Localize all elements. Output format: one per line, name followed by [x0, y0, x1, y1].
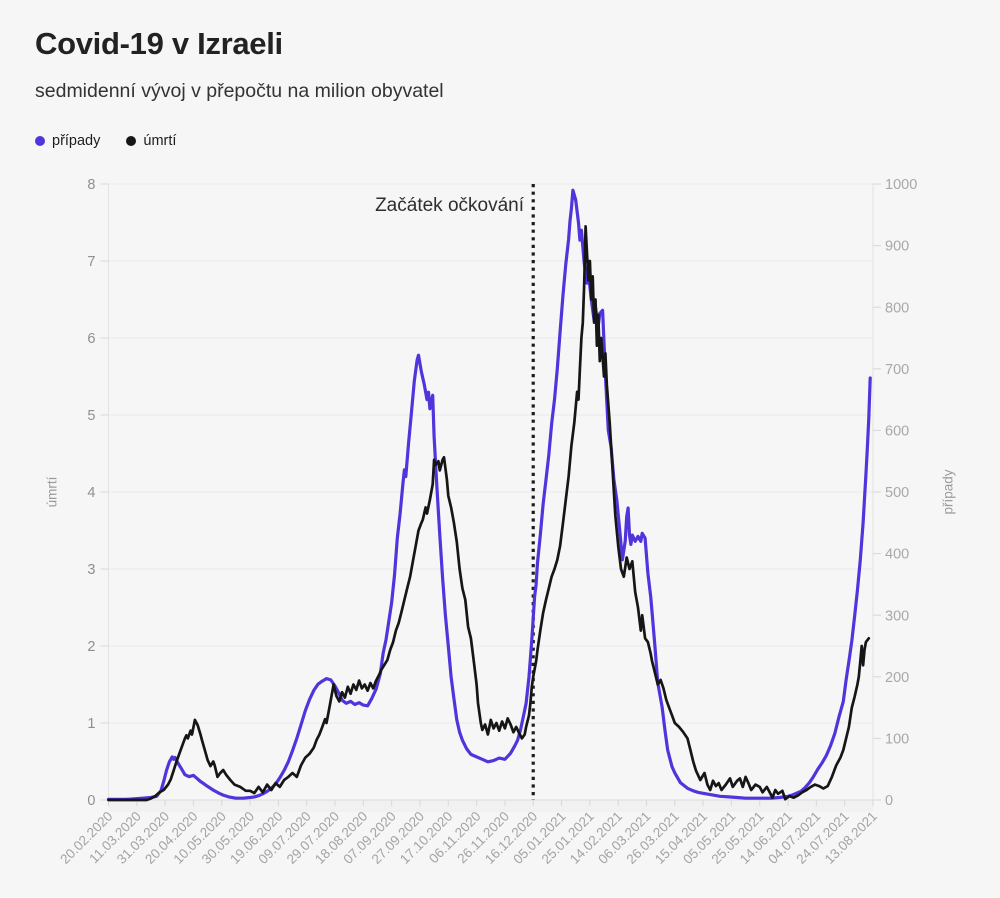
- y-left-tick-label: 3: [87, 562, 95, 578]
- legend: případy úmrtí: [35, 133, 176, 149]
- legend-label-deaths: úmrtí: [143, 133, 177, 149]
- y-left-tick-label: 2: [87, 639, 95, 655]
- y-right-tick-label: 300: [885, 608, 909, 624]
- y-right-tick-label: 1000: [885, 177, 917, 193]
- cases-line: [106, 188, 872, 802]
- y-left-tick-label: 5: [87, 408, 95, 424]
- chart-subtitle: sedmidenní vývoj v přepočtu na milion ob…: [35, 80, 444, 102]
- y-left-tick-label: 8: [87, 177, 95, 193]
- cases-legend-dot-icon: [35, 136, 45, 146]
- y-right-tick-label: 400: [885, 547, 909, 563]
- y-left-tick-label: 1: [87, 716, 95, 732]
- deaths-legend-dot-icon: [126, 136, 137, 146]
- y-left-tick-label: 7: [87, 254, 95, 270]
- y-left-tick-label: 4: [87, 485, 95, 501]
- legend-item-cases: případy: [35, 133, 100, 149]
- y-right-tick-label: 800: [885, 300, 909, 316]
- y-right-tick-label: 500: [885, 485, 909, 501]
- y-right-tick-label: 0: [885, 793, 893, 809]
- legend-label-cases: případy: [52, 133, 101, 149]
- y-right-tick-label: 100: [885, 731, 909, 747]
- y-right-tick-label: 900: [885, 239, 909, 255]
- y-left-tick-label: 0: [87, 793, 95, 809]
- x-axis-band: [108, 800, 873, 812]
- deaths-line: [107, 225, 871, 802]
- legend-item-deaths: úmrtí: [126, 133, 176, 149]
- y-right-tick-label: 200: [885, 670, 909, 686]
- vaccination-annotation-label: Začátek očkování: [375, 195, 524, 216]
- y-right-tick-label: 700: [885, 362, 909, 378]
- y-left-tick-label: 6: [87, 331, 95, 347]
- page-title: Covid-19 v Izraeli: [35, 26, 283, 61]
- y-right-tick-label: 600: [885, 423, 909, 439]
